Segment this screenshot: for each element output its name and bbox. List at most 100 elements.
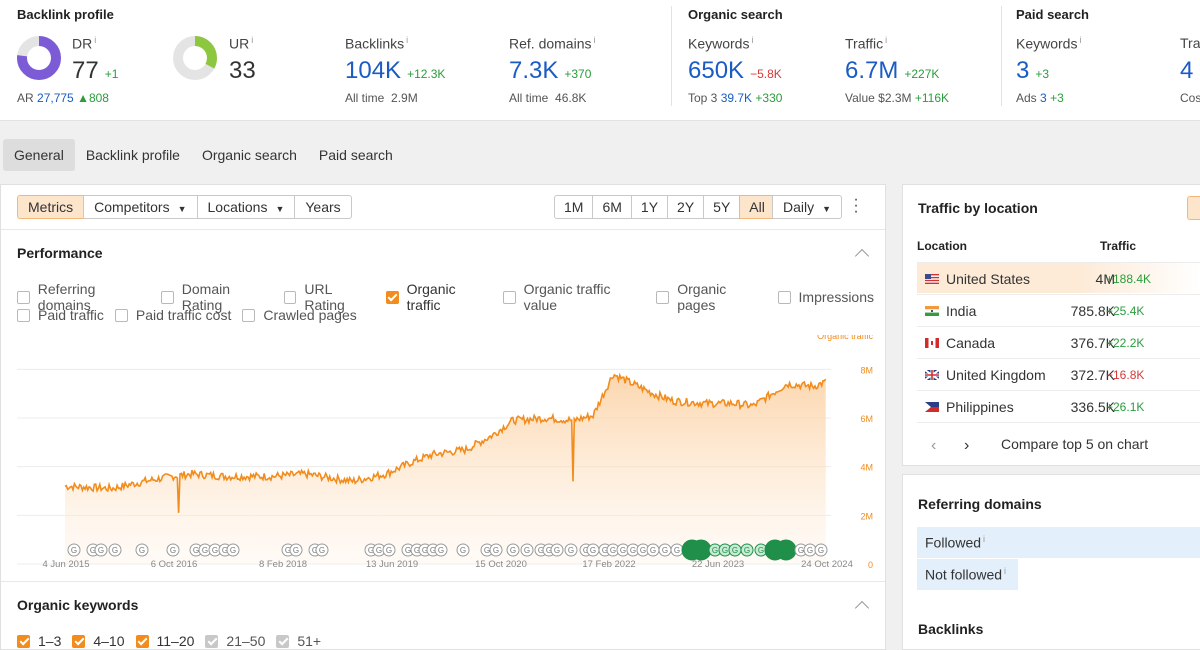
toggle-organic-traffic-value[interactable]: Organic traffic value xyxy=(502,281,646,313)
organic-traffic-chart[interactable]: 0 2M 4M 6M 8M Organic traffic 4 Jun 2015 6 Oct … xyxy=(1,335,885,575)
info-icon: i xyxy=(885,35,888,45)
google-update-marker-label: G xyxy=(98,546,104,555)
competitors-dropdown[interactable]: Competitors ▼ xyxy=(83,195,198,219)
next-page-icon[interactable]: › xyxy=(964,437,970,454)
dr-value[interactable]: 77 +1 xyxy=(72,57,119,84)
range-6m[interactable]: 6M xyxy=(592,195,632,219)
google-update-marker-label: G xyxy=(758,546,764,555)
google-update-marker-label: G xyxy=(662,546,668,555)
ar-value[interactable]: 27,775 xyxy=(37,91,74,105)
metrics-button[interactable]: Metrics xyxy=(17,195,85,219)
dr-delta: +1 xyxy=(104,67,119,81)
google-update-marker-label: G xyxy=(293,546,299,555)
ur-value[interactable]: 33 xyxy=(229,57,256,84)
divider xyxy=(917,422,1200,423)
x-tick-label: 22 Jun 2023 xyxy=(692,559,744,570)
paid-keywords-value[interactable]: 3 +3 xyxy=(1016,57,1050,84)
toggle-pos-21-50[interactable]: 21–50 xyxy=(205,633,265,649)
dr-donut-chart xyxy=(17,36,61,80)
location-row[interactable]: Canada 376.7K +22.2K xyxy=(917,326,1200,357)
paid-traffic-value[interactable]: 4 xyxy=(1180,57,1194,84)
toggle-crawled-pages[interactable]: Crawled pages xyxy=(242,307,357,323)
organic-search-title: Organic search xyxy=(688,7,783,22)
more-options-icon[interactable]: · · · xyxy=(853,191,859,220)
google-update-marker xyxy=(166,543,180,557)
tab-general[interactable]: General xyxy=(3,139,75,171)
location-row[interactable]: United Kingdom 372.7K −16.8K xyxy=(917,358,1200,389)
tab-backlink-profile[interactable]: Backlink profile xyxy=(85,147,180,163)
performance-title: Performance xyxy=(17,245,103,261)
google-update-marker xyxy=(382,543,396,557)
in-flag-icon xyxy=(925,306,939,316)
paid-search-title: Paid search xyxy=(1016,7,1089,22)
not-followed-segment[interactable]: Not followed i xyxy=(917,559,1018,590)
location-row[interactable]: Philippines 336.5K +26.1K xyxy=(917,390,1200,421)
traffic-by-location-card: Traffic by location Location Traffic Uni… xyxy=(902,184,1200,466)
location-traffic: 785.8K xyxy=(1070,303,1115,319)
google-update-marker-label: G xyxy=(583,546,589,555)
collapse-chevron-icon[interactable] xyxy=(854,248,870,264)
organic-keywords-value[interactable]: 650K −5.8K xyxy=(688,57,782,84)
toggle-organic-traffic[interactable]: Organic traffic xyxy=(385,281,492,313)
years-button[interactable]: Years xyxy=(294,195,352,219)
toggle-organic-pages[interactable]: Organic pages xyxy=(656,281,766,313)
location-options-button[interactable] xyxy=(1187,196,1200,220)
location-row[interactable]: United States 4M +188.4K xyxy=(917,262,1200,293)
info-icon: i xyxy=(983,534,986,544)
toggle-paid-traffic-cost[interactable]: Paid traffic cost xyxy=(114,307,231,323)
location-delta: +26.1K xyxy=(1106,400,1145,414)
toggle-pos-4-10[interactable]: 4–10 xyxy=(72,633,125,649)
range-all[interactable]: All xyxy=(739,195,775,219)
google-update-marker-label: G xyxy=(674,546,680,555)
google-update-marker-label: G xyxy=(230,546,236,555)
dr-label: DR i xyxy=(72,35,97,52)
backlinks-value[interactable]: 104K +12.3K xyxy=(345,57,446,84)
toggle-pos-1-3[interactable]: 1–3 xyxy=(17,633,61,649)
toggle-url-rating[interactable]: URL Rating xyxy=(283,281,375,313)
prev-page-icon[interactable]: ‹ xyxy=(931,437,937,454)
google-update-marker xyxy=(564,543,578,557)
location-traffic: 376.7K xyxy=(1070,335,1115,351)
google-update-marker-label: G xyxy=(376,546,382,555)
ph-flag-icon xyxy=(925,402,939,412)
google-update-marker xyxy=(108,543,122,557)
google-update-marker-label: G xyxy=(493,546,499,555)
metric-toggles-row1: Referring domains Domain Rating URL Rati… xyxy=(17,281,885,313)
range-5y[interactable]: 5Y xyxy=(703,195,741,219)
toggle-referring-domains[interactable]: Referring domains xyxy=(17,281,150,313)
locations-dropdown[interactable]: Locations ▼ xyxy=(196,195,296,219)
range-2y[interactable]: 2Y xyxy=(667,195,705,219)
range-1y[interactable]: 1Y xyxy=(630,195,669,219)
y-tick-label: 8M xyxy=(860,365,873,375)
google-update-marker-label: G xyxy=(368,546,374,555)
toggle-pos-11-20[interactable]: 11–20 xyxy=(135,633,194,649)
section-tabs: General Backlink profile Organic search … xyxy=(0,139,404,171)
collapse-chevron-icon[interactable] xyxy=(854,600,870,616)
tab-paid-search[interactable]: Paid search xyxy=(318,147,393,163)
toggle-pos-51-plus[interactable]: 51+ xyxy=(276,633,321,649)
toggle-domain-rating[interactable]: Domain Rating xyxy=(160,281,273,313)
organic-traffic-value[interactable]: 6.7M +227K xyxy=(845,57,940,84)
google-update-marker-label: G xyxy=(139,546,145,555)
followed-segment[interactable]: Followed i xyxy=(917,527,1200,558)
google-update-marker-label: G xyxy=(732,546,738,555)
location-country: India xyxy=(946,303,977,319)
ar-delta: ▲808 xyxy=(77,91,109,105)
range-1m[interactable]: 1M xyxy=(554,195,594,219)
location-country: Philippines xyxy=(946,399,1014,415)
toggle-impressions[interactable]: Impressions xyxy=(777,281,874,313)
toggle-paid-traffic[interactable]: Paid traffic xyxy=(17,307,104,323)
ref-domains-value[interactable]: 7.3K +370 xyxy=(509,57,592,84)
location-row[interactable]: India 785.8K +25.4K xyxy=(917,294,1200,325)
ref-domains-label: Ref. domains i xyxy=(509,35,596,52)
granularity-dropdown[interactable]: Daily ▼ xyxy=(772,195,843,219)
google-update-marker-label: G xyxy=(170,546,176,555)
compare-top5-link[interactable]: Compare top 5 on chart xyxy=(1001,436,1149,452)
location-delta: −16.8K xyxy=(1106,368,1145,382)
google-update-marker-label: G xyxy=(744,546,750,555)
info-icon: i xyxy=(1079,35,1082,45)
google-update-marker-label: G xyxy=(524,546,530,555)
google-update-marker xyxy=(456,543,470,557)
tab-organic-search[interactable]: Organic search xyxy=(201,147,297,163)
location-delta: +25.4K xyxy=(1106,304,1145,318)
